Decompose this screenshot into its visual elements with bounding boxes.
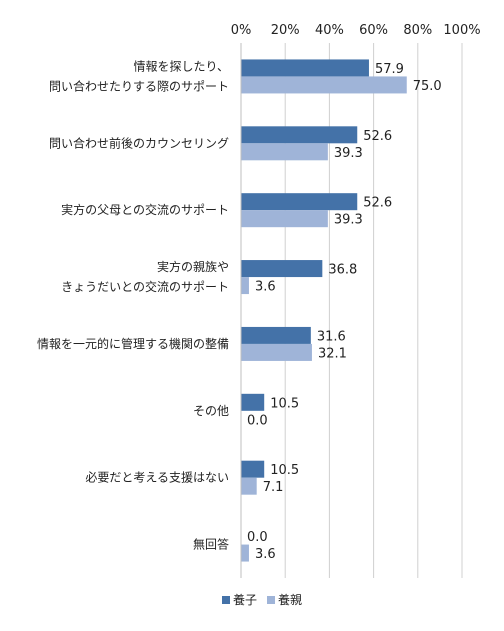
bar [241,210,328,228]
category-label: 問い合わせ前後のカウンセリング [49,135,229,150]
bar [241,193,358,211]
category-label: 実方の父母との交流のサポート [61,202,229,217]
data-label: 32.1 [318,346,347,361]
bar [241,76,407,94]
legend-swatch [222,596,230,604]
data-label: 10.5 [270,463,299,478]
bar [241,59,369,77]
data-label: 0.0 [247,413,268,428]
bar [241,260,323,278]
legend-swatch [267,596,275,604]
bar [241,343,312,361]
x-tick-label: 0% [231,23,252,38]
bar [241,544,249,562]
data-label: 75.0 [413,79,442,94]
data-label: 3.6 [255,547,276,562]
category-label: その他 [193,404,229,418]
data-label: 10.5 [270,396,299,411]
bar [241,126,358,144]
data-label: 0.0 [247,530,268,545]
category-label: 無回答 [193,537,229,552]
x-tick-label: 80% [403,23,432,38]
x-tick-label: 40% [315,23,344,38]
data-label: 7.1 [263,480,284,495]
category-label: 情報を一元的に管理する機関の整備 [37,336,229,351]
bar [241,460,265,478]
category-label: 問い合わせたりする際のサポート [49,78,229,93]
data-label: 3.6 [255,280,276,295]
bar [241,326,311,344]
x-tick-label: 100% [443,23,480,38]
category-label: きょうだいとの交流のサポート [61,279,229,294]
category-label: 情報を探したり、 [133,59,229,73]
bar [241,393,265,411]
legend-label: 養親 [278,592,302,607]
data-label: 39.3 [334,146,363,161]
category-label: 必要だと考える支援はない [85,471,229,485]
data-label: 36.8 [328,263,357,278]
data-label: 57.9 [375,62,404,77]
bar [241,143,328,161]
category-label: 実方の親族や [157,259,229,274]
bar [241,477,257,495]
data-label: 52.6 [363,196,392,211]
x-tick-label: 20% [271,23,300,38]
x-tick-label: 60% [359,23,388,38]
data-label: 31.6 [317,329,346,344]
legend-label: 養子 [233,592,257,607]
data-label: 52.6 [363,129,392,144]
data-label: 39.3 [334,213,363,228]
bar [241,277,249,295]
